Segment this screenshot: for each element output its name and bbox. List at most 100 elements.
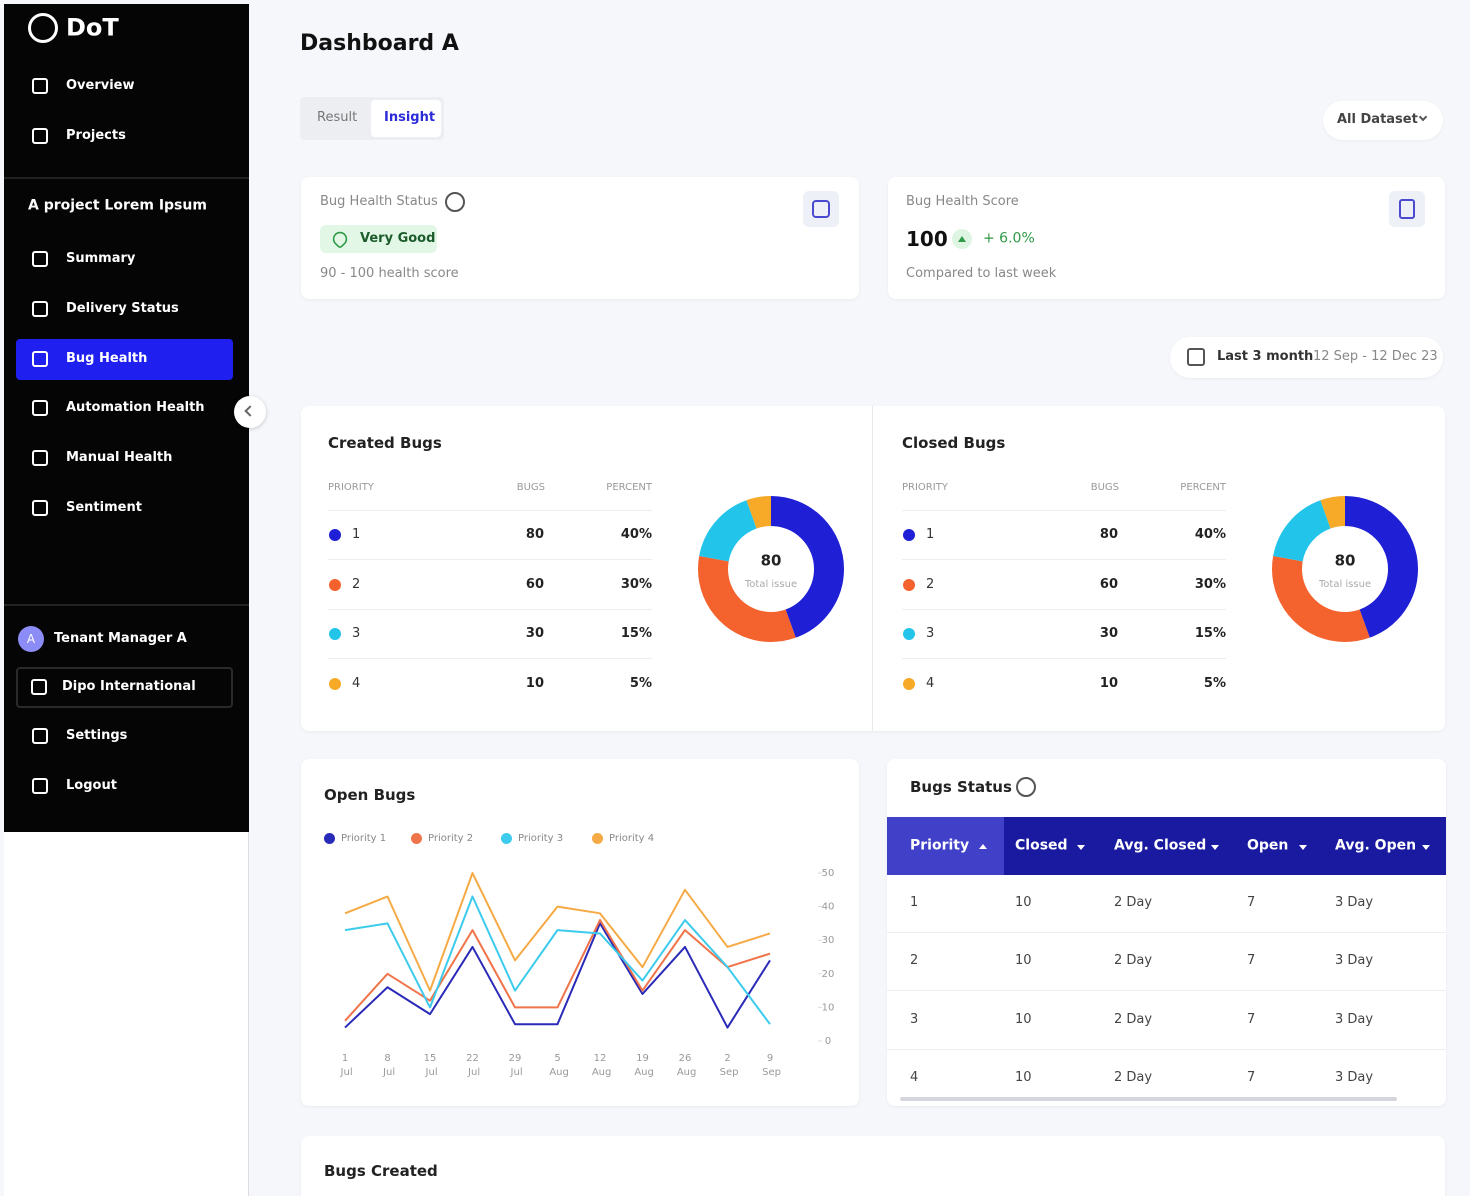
nav-item[interactable]: Summary <box>66 251 136 267</box>
line-series <box>344 872 771 992</box>
section-title: Closed Bugs <box>902 434 1006 452</box>
doc-icon <box>1399 199 1415 219</box>
sort-arrow <box>1211 845 1219 850</box>
card-label: Bug Health Score <box>906 194 1019 210</box>
cell: 2 Day <box>1114 895 1153 911</box>
column-header[interactable]: Avg. Closed <box>1114 837 1207 854</box>
sort-arrow <box>1077 845 1085 850</box>
bugs: 10 <box>1099 676 1118 692</box>
line-series <box>344 919 771 1022</box>
legend-dot <box>592 833 603 844</box>
cell: 2 <box>910 953 919 969</box>
column-header: PERCENT <box>1180 482 1226 493</box>
nav-icon <box>32 78 48 94</box>
bugs-created-card <box>301 1136 1445 1196</box>
x-tick-label: 2 Sep <box>716 1053 738 1078</box>
up-arrow <box>958 236 966 242</box>
x-tick-label: 9 Sep <box>759 1053 781 1078</box>
active-tab[interactable] <box>371 100 441 137</box>
logo <box>28 13 58 43</box>
icon-button[interactable] <box>1389 191 1425 227</box>
cell: 2 Day <box>1114 953 1153 969</box>
column-header[interactable]: Avg. Open <box>1335 837 1417 854</box>
y-tick-label: 20 <box>822 969 835 980</box>
percent: 15% <box>620 626 652 642</box>
cell: 3 Day <box>1335 953 1374 969</box>
nav-icon <box>32 351 48 367</box>
column-header[interactable]: Closed <box>1015 837 1068 854</box>
icon-button[interactable] <box>803 191 839 227</box>
collapse-button[interactable] <box>234 396 266 428</box>
date-range[interactable] <box>1170 337 1443 378</box>
y-tick-label: 30 <box>822 935 835 946</box>
divider <box>872 406 873 731</box>
column-header[interactable]: Priority <box>910 837 970 854</box>
avatar <box>18 626 44 652</box>
percent: 5% <box>629 676 652 692</box>
priority: 2 <box>352 577 361 593</box>
sort-arrow <box>1299 845 1307 850</box>
donut-segment <box>698 496 844 642</box>
priority: 2 <box>926 577 935 593</box>
card-label: Bug Health Status <box>320 194 438 210</box>
project-title: A project Lorem Ipsum <box>28 197 207 214</box>
tab[interactable]: Result <box>317 110 358 126</box>
sidebar-blank <box>4 832 249 1196</box>
line-series <box>344 922 771 1029</box>
cell: 4 <box>910 1070 919 1086</box>
legend-dot <box>411 833 422 844</box>
org-name[interactable]: Dipo International <box>62 679 196 695</box>
cell: 7 <box>1247 1012 1256 1028</box>
row-line <box>902 609 1226 610</box>
date-label: Last 3 month <box>1217 349 1314 365</box>
nav-item[interactable]: Settings <box>66 728 128 744</box>
priority-dot <box>903 678 915 690</box>
row-line <box>887 1049 1446 1050</box>
priority: 3 <box>352 626 361 642</box>
nav-item[interactable]: Sentiment <box>66 500 142 516</box>
cell: 3 Day <box>1335 1070 1374 1086</box>
nav-item[interactable]: Delivery Status <box>66 301 179 317</box>
percent: 40% <box>1194 527 1226 543</box>
x-tick-label: 26 Aug <box>674 1053 697 1078</box>
nav-item[interactable]: Overview <box>66 78 135 94</box>
org-box[interactable] <box>16 667 233 708</box>
calendar-icon <box>1187 348 1205 366</box>
section-title: Bugs Created <box>324 1162 438 1180</box>
nav-item[interactable]: Manual Health <box>66 450 173 466</box>
priority-dot <box>903 529 915 541</box>
donut-total: 80 <box>761 552 782 570</box>
scrollbar[interactable] <box>900 1097 1397 1101</box>
section-title: Created Bugs <box>328 434 442 452</box>
y-tick-label: 10 <box>822 1002 835 1013</box>
donut-total: 80 <box>1335 552 1356 570</box>
row-line <box>328 510 652 511</box>
bugs: 80 <box>525 527 544 543</box>
priority: 4 <box>926 676 935 692</box>
x-tick-label: 5 Aug <box>546 1053 569 1078</box>
x-tick-label: 22 Jul <box>465 1053 480 1078</box>
active-nav[interactable] <box>16 339 233 380</box>
tab[interactable]: Insight <box>384 110 436 126</box>
avatar-letter: A <box>26 631 36 646</box>
card-note: Compared to last week <box>906 266 1057 282</box>
nav-icon <box>32 400 48 416</box>
priority: 4 <box>352 676 361 692</box>
section-title: Open Bugs <box>324 786 416 804</box>
nav-item[interactable]: Bug Health <box>66 351 148 367</box>
plus-icon <box>812 200 830 218</box>
row-line <box>902 658 1226 659</box>
priority-dot <box>329 628 341 640</box>
org-icon <box>31 679 47 695</box>
column-header[interactable]: Open <box>1247 837 1289 854</box>
nav-icon <box>32 450 48 466</box>
column-header: PRIORITY <box>328 482 374 493</box>
x-tick-label: 29 Jul <box>507 1053 522 1078</box>
priority: 1 <box>926 527 935 543</box>
nav-item[interactable]: Automation Health <box>66 400 205 416</box>
dataset-select[interactable] <box>1323 101 1443 140</box>
cell: 10 <box>1015 1012 1032 1028</box>
nav-item[interactable]: Logout <box>66 778 117 794</box>
nav-item[interactable]: Projects <box>66 128 126 144</box>
cell: 3 <box>910 1012 919 1028</box>
